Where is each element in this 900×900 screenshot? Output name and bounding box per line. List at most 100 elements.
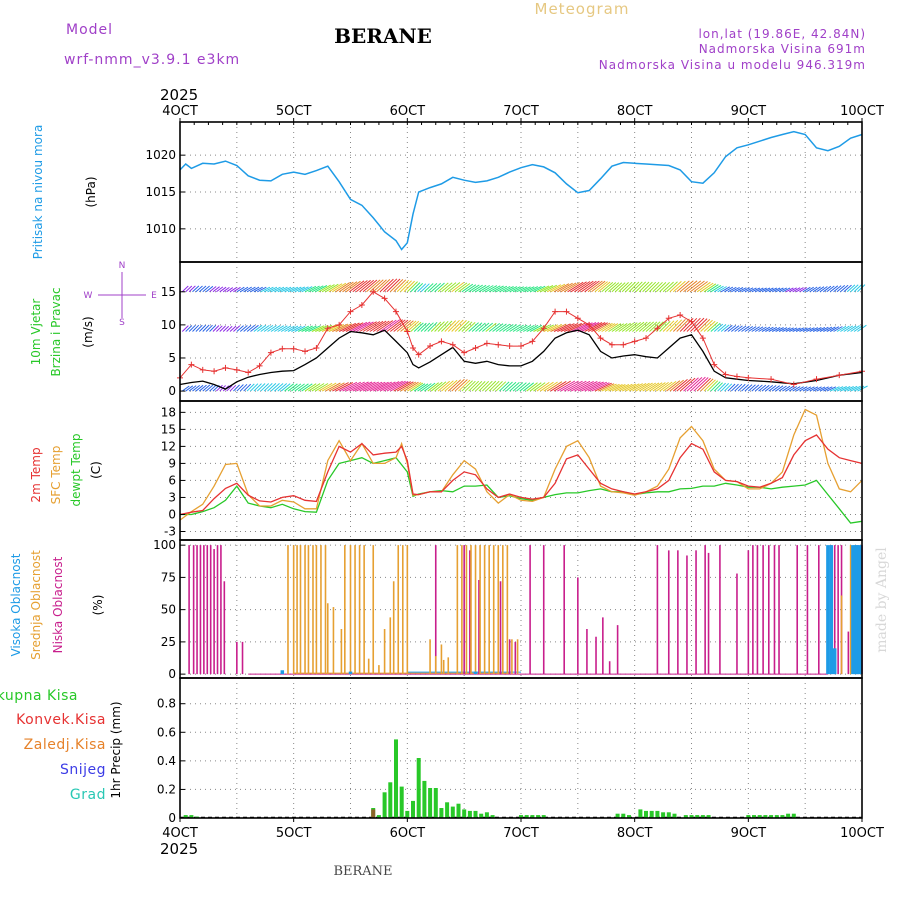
wind-barb <box>229 286 237 293</box>
y-tick-label: 1015 <box>145 185 176 199</box>
precip-bar-total <box>473 810 478 818</box>
wind-barb <box>577 381 598 392</box>
wind-barb <box>239 325 248 332</box>
wind-barb <box>502 381 513 392</box>
wind-barb <box>635 382 650 392</box>
wind-barb <box>352 321 371 332</box>
wind-barb <box>604 282 617 293</box>
precip-bar-total <box>621 813 626 818</box>
wind-barb <box>274 325 285 332</box>
wind-barb <box>407 381 422 392</box>
wind-barb <box>352 381 373 392</box>
wind-barb <box>424 322 434 332</box>
y-tick-label: 75 <box>161 570 176 584</box>
wind-barb <box>833 386 844 392</box>
wind-barb <box>444 379 458 392</box>
wind-barb <box>188 285 196 293</box>
wind-barb <box>335 282 350 293</box>
gust-marker <box>836 372 843 379</box>
temp-ylabel-dewpt: dewpt Temp <box>69 434 83 507</box>
wind-barb <box>233 325 241 332</box>
wind-barb <box>628 383 643 392</box>
wind-barb <box>819 386 829 392</box>
gust-marker <box>472 345 479 352</box>
precip-bar-total <box>769 815 774 818</box>
wind-barb <box>761 384 770 392</box>
precip-bar-total <box>638 809 643 818</box>
wind-barb <box>444 320 457 332</box>
wind-barb <box>744 325 754 332</box>
wind-barb <box>809 286 818 293</box>
wind-barb <box>683 377 699 392</box>
wind-barb <box>475 322 486 332</box>
wind-barb <box>478 284 490 293</box>
wind-barb <box>792 327 801 332</box>
wind-barb <box>720 324 730 332</box>
wind-barb <box>465 284 477 293</box>
wind-barb <box>410 382 424 392</box>
wind-barb <box>679 280 694 293</box>
wind-barb <box>570 281 587 293</box>
wind-barb <box>492 285 504 293</box>
wind-barb <box>471 322 483 332</box>
gust-marker <box>267 349 274 356</box>
wind-barb <box>727 286 737 293</box>
wind-barb <box>809 386 819 392</box>
wind-barb <box>710 284 722 293</box>
wind-barb <box>570 380 591 392</box>
wind-barb <box>526 382 538 392</box>
wind-barb <box>789 287 797 293</box>
wind-barb <box>758 287 767 293</box>
wind-barb <box>294 286 306 293</box>
wind-barb <box>417 383 429 392</box>
wind-barb <box>389 319 406 332</box>
wind-barb <box>550 323 567 332</box>
gust-marker <box>722 371 729 378</box>
wind-barb <box>492 323 504 332</box>
wind-barb <box>529 285 542 293</box>
wind-barb <box>686 377 703 392</box>
precip-bar-total <box>376 815 381 818</box>
wind-barb <box>499 285 511 293</box>
wind-barb <box>751 287 761 293</box>
wind-barb <box>635 321 648 332</box>
compass-w: W <box>84 291 93 301</box>
wind-barb <box>632 281 643 293</box>
gust-marker <box>768 376 775 383</box>
wind-barb <box>737 287 747 293</box>
wind-barb <box>267 383 277 392</box>
gust-marker <box>313 345 320 352</box>
wind-barb <box>205 324 213 332</box>
wind-barb <box>338 381 358 392</box>
wind-barb <box>226 287 234 293</box>
wind-barb <box>386 380 406 392</box>
wind-barb <box>420 383 432 392</box>
wind-barb <box>482 285 494 293</box>
wind-barb <box>829 386 840 392</box>
wind-barb <box>717 286 727 293</box>
wind-barb <box>843 284 852 293</box>
gust-marker <box>188 361 195 368</box>
wind-barb <box>464 322 476 332</box>
y-tick-label: 9 <box>168 456 176 470</box>
wind-barb <box>488 285 501 293</box>
wind-barb <box>618 383 633 392</box>
wind-barb <box>672 379 688 392</box>
wind-barb <box>754 287 764 293</box>
y-tick-label: 6 <box>168 473 176 487</box>
wind-barb <box>741 384 750 392</box>
wind-barb <box>410 321 422 332</box>
precip-bar-total <box>189 815 194 818</box>
wind-barb <box>495 381 507 392</box>
wind-barb <box>690 376 706 392</box>
wind-barb <box>236 325 244 332</box>
pressure-ylabel: Pritisak na nivou mora <box>31 125 45 260</box>
precip-bar-total <box>700 815 705 818</box>
wind-barb <box>543 324 559 332</box>
wind-barb <box>263 383 273 392</box>
wind-barb <box>301 383 313 392</box>
wind-barb <box>246 286 256 293</box>
wind-barb <box>263 324 274 332</box>
wind-barb <box>315 325 329 332</box>
wind-barb <box>461 380 473 392</box>
